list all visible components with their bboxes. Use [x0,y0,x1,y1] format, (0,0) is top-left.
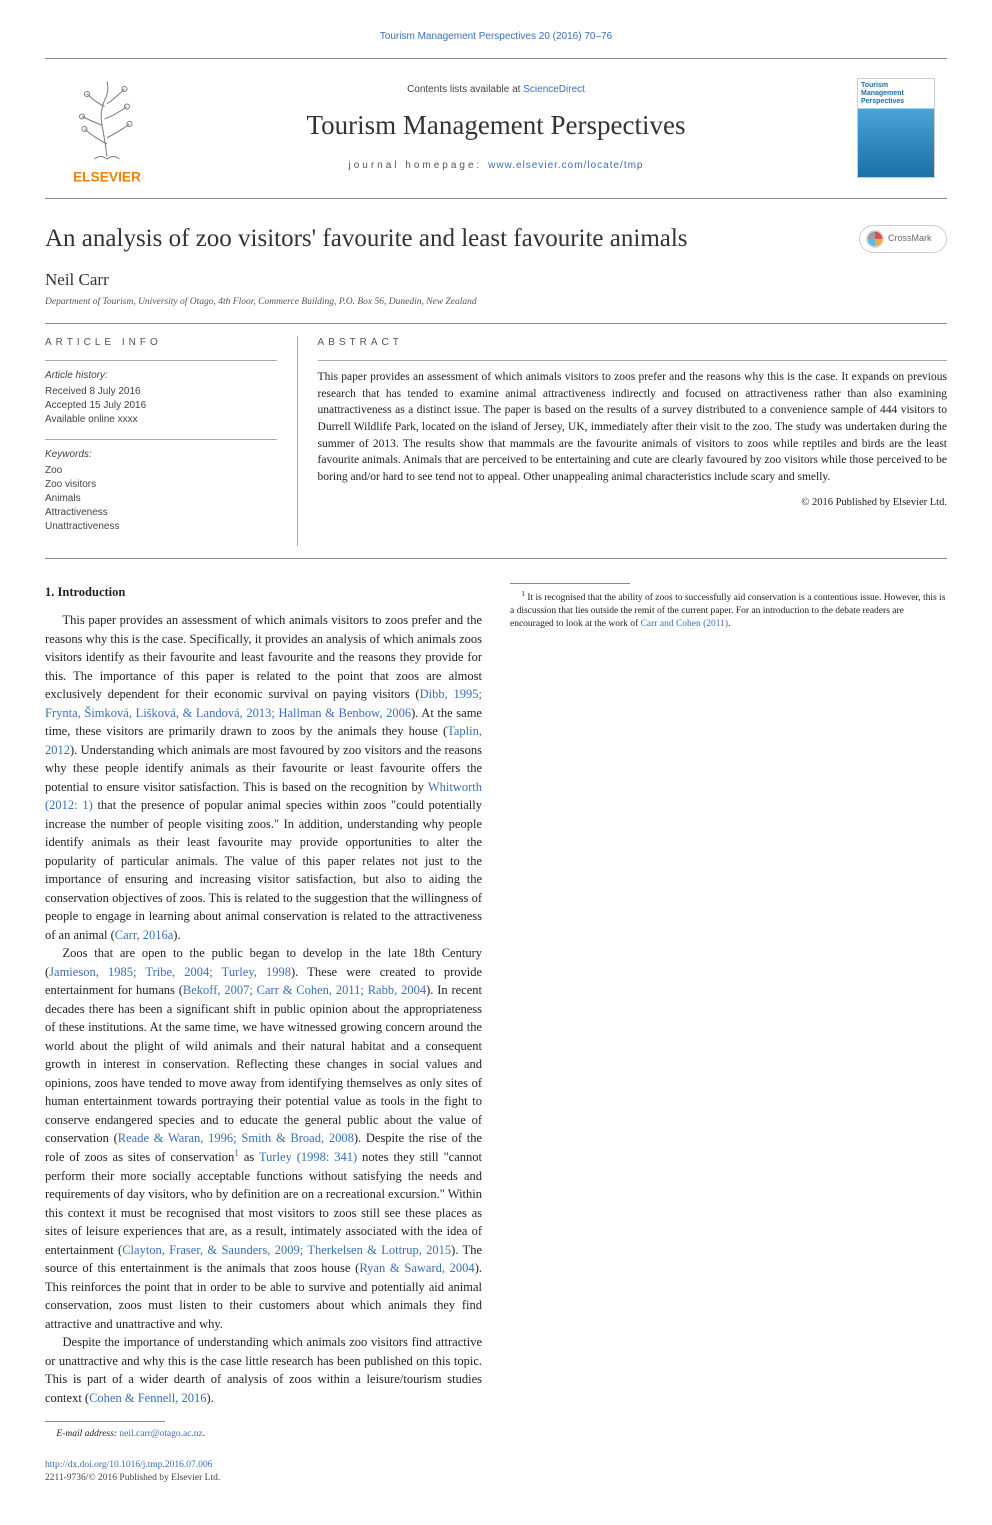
copyright-line: © 2016 Published by Elsevier Ltd. [318,496,947,511]
crossmark-label: CrossMark [888,232,932,245]
journal-title: Tourism Management Perspectives [157,107,835,145]
crossmark-badge[interactable]: CrossMark [859,225,947,253]
keyword: Zoo visitors [45,478,277,492]
email-label: E-mail address: [56,1429,119,1439]
citation-link[interactable]: Jamieson, 1985; Tribe, 2004; Turley, 199… [49,965,291,979]
publisher-logo: ELSEVIER [57,69,157,188]
citation-link[interactable]: Ryan & Saward, 2004 [359,1261,474,1275]
citation-link[interactable]: Clayton, Fraser, & Saunders, 2009; Therk… [122,1243,451,1257]
history-line: Accepted 15 July 2016 [45,399,277,413]
author-affiliation: Department of Tourism, University of Ota… [45,296,947,309]
keywords-block: Keywords: Zoo Zoo visitors Animals Attra… [45,448,277,534]
doi-link[interactable]: http://dx.doi.org/10.1016/j.tmp.2016.07.… [45,1460,212,1470]
article-body: 1. Introduction This paper provides an a… [45,583,947,1441]
citation-link[interactable]: Bekoff, 2007; Carr & Cohen, 2011; Rabb, … [183,983,426,997]
author-name: Neil Carr [45,268,947,292]
keyword: Unattractiveness [45,520,277,534]
footnote-separator [45,1421,165,1422]
section-heading-introduction: 1. Introduction [45,583,482,602]
elsevier-tree-icon: ELSEVIER [57,69,157,188]
citation-link[interactable]: Carr, 2016a [115,928,174,942]
history-line: Available online xxxx [45,413,277,427]
article-title: An analysis of zoo visitors' favourite a… [45,221,688,256]
homepage-prefix: journal homepage: [348,160,488,171]
citation-link[interactable]: Carr and Cohen (2011) [641,619,729,629]
crossmark-icon [866,230,884,248]
email-footnote: E-mail address: neil.carr@otago.ac.nz. [45,1428,482,1441]
article-history: Article history: Received 8 July 2016 Ac… [45,369,277,427]
citation-link[interactable]: Reade & Waran, 1996; Smith & Broad, 2008 [118,1131,354,1145]
keyword: Animals [45,492,277,506]
article-footer-meta: http://dx.doi.org/10.1016/j.tmp.2016.07.… [45,1459,947,1486]
contents-available-line: Contents lists available at ScienceDirec… [157,83,835,97]
body-paragraph: This paper provides an assessment of whi… [45,611,482,944]
svg-text:ELSEVIER: ELSEVIER [73,170,141,185]
article-info-label: article info [45,336,277,350]
running-head: Tourism Management Perspectives 20 (2016… [45,30,947,44]
article-info-abstract-box: article info Article history: Received 8… [45,323,947,559]
contents-prefix: Contents lists available at [407,84,523,95]
keyword: Attractiveness [45,506,277,520]
keywords-heading: Keywords: [45,448,277,462]
abstract-text: This paper provides an assessment of whi… [318,369,947,486]
abstract-label: abstract [318,336,947,350]
journal-cover-thumbnail: Tourism Management Perspectives [857,78,935,178]
issn-copyright-line: 2211-9736/© 2016 Published by Elsevier L… [45,1472,947,1485]
journal-homepage-line: journal homepage: www.elsevier.com/locat… [157,159,835,173]
journal-masthead: ELSEVIER Contents lists available at Sci… [45,58,947,199]
sciencedirect-link[interactable]: ScienceDirect [523,84,585,95]
citation-link[interactable]: Cohen & Fennell, 2016 [89,1391,206,1405]
journal-homepage-link[interactable]: www.elsevier.com/locate/tmp [488,160,643,171]
keyword: Zoo [45,464,277,478]
history-line: Received 8 July 2016 [45,385,277,399]
body-paragraph: Despite the importance of understanding … [45,1333,482,1407]
footnote-separator [510,583,630,584]
body-paragraph: Zoos that are open to the public began t… [45,944,482,1333]
history-heading: Article history: [45,369,277,383]
cover-title-text: Tourism Management Perspectives [861,82,931,105]
citation-link[interactable]: Turley (1998: 341) [259,1150,357,1164]
author-email-link[interactable]: neil.carr@otago.ac.nz [119,1429,202,1439]
footnote-1: 1 It is recognised that the ability of z… [510,590,947,631]
